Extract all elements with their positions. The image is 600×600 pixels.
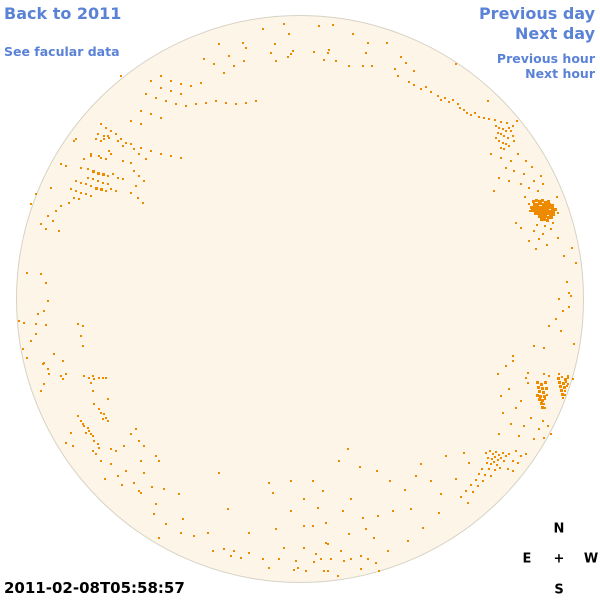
compass-east-label: E — [522, 551, 532, 567]
previous-day-link[interactable]: Previous day — [478, 4, 595, 23]
right-nav: Previous day Next day Previous hour Next… — [479, 4, 595, 81]
back-to-year-link[interactable]: Back to 2011 — [4, 4, 122, 23]
solar-disk — [16, 15, 584, 583]
facular-data-link[interactable]: See facular data — [4, 44, 120, 59]
compass-south-label: S — [554, 582, 564, 598]
spacer — [479, 44, 595, 51]
observation-timestamp: 2011-02-08T05:58:57 — [4, 579, 185, 597]
compass-west-label: W — [583, 551, 599, 567]
compass-north-label: N — [553, 521, 565, 537]
next-day-link[interactable]: Next day — [515, 24, 595, 43]
next-hour-link[interactable]: Next hour — [525, 66, 595, 81]
spacer — [4, 24, 121, 44]
compass-center-mark: + — [553, 551, 565, 567]
previous-hour-link[interactable]: Previous hour — [496, 51, 595, 66]
left-nav: Back to 2011 See facular data — [4, 4, 121, 59]
facula-dot — [550, 433, 552, 435]
